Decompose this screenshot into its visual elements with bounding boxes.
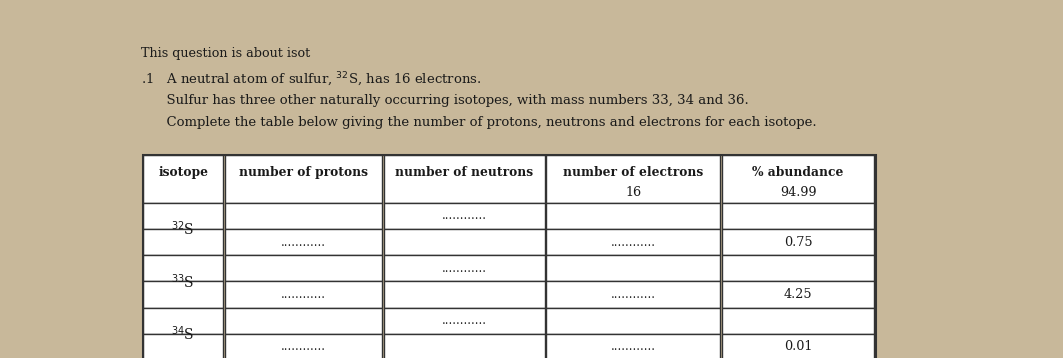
Bar: [722, 203, 874, 229]
Text: ............: ............: [442, 262, 487, 275]
Bar: [546, 155, 721, 203]
Text: ............: ............: [611, 236, 656, 248]
Text: isotope: isotope: [158, 166, 208, 179]
Bar: [384, 308, 545, 334]
Text: ............: ............: [282, 340, 326, 353]
Bar: [225, 229, 383, 255]
Bar: [142, 334, 223, 358]
Text: ............: ............: [442, 209, 487, 222]
Text: .1   A neutral atom of sulfur, $^{32}$S, has 16 electrons.: .1 A neutral atom of sulfur, $^{32}$S, h…: [141, 71, 482, 88]
Bar: [142, 155, 876, 358]
Text: 16: 16: [625, 186, 641, 199]
Bar: [546, 281, 721, 308]
Bar: [722, 155, 874, 203]
Bar: [142, 155, 223, 203]
Bar: [225, 255, 383, 281]
Bar: [142, 308, 223, 334]
Text: $^{33}$S: $^{33}$S: [171, 272, 195, 291]
Bar: [225, 155, 383, 203]
Bar: [722, 229, 874, 255]
Bar: [384, 281, 545, 308]
Text: 4.25: 4.25: [783, 288, 812, 301]
Text: 94.99: 94.99: [780, 186, 816, 199]
Bar: [546, 229, 721, 255]
Text: $^{34}$S: $^{34}$S: [171, 324, 195, 343]
Bar: [546, 255, 721, 281]
Bar: [722, 334, 874, 358]
Text: number of neutrons: number of neutrons: [395, 166, 534, 179]
Bar: [546, 308, 721, 334]
Text: 0.75: 0.75: [783, 236, 812, 248]
Text: number of electrons: number of electrons: [563, 166, 704, 179]
Bar: [225, 281, 383, 308]
Text: number of protons: number of protons: [239, 166, 368, 179]
Text: $^{32}$S: $^{32}$S: [171, 220, 195, 238]
Bar: [384, 255, 545, 281]
Bar: [722, 255, 874, 281]
Bar: [142, 281, 223, 308]
Text: ............: ............: [282, 236, 326, 248]
Text: This question is about isot: This question is about isot: [141, 47, 310, 60]
Bar: [142, 203, 223, 229]
Text: Complete the table below giving the number of protons, neutrons and electrons fo: Complete the table below giving the numb…: [141, 116, 816, 129]
Bar: [225, 203, 383, 229]
Bar: [384, 229, 545, 255]
Bar: [142, 255, 223, 281]
Bar: [225, 308, 383, 334]
Text: ............: ............: [611, 340, 656, 353]
Text: ............: ............: [282, 288, 326, 301]
Bar: [722, 281, 874, 308]
Text: Sulfur has three other naturally occurring isotopes, with mass numbers 33, 34 an: Sulfur has three other naturally occurri…: [141, 94, 748, 107]
Text: 0.01: 0.01: [783, 340, 812, 353]
Bar: [546, 334, 721, 358]
Bar: [384, 155, 545, 203]
Bar: [384, 334, 545, 358]
Bar: [142, 229, 223, 255]
Bar: [722, 308, 874, 334]
Text: ............: ............: [611, 288, 656, 301]
Bar: [384, 203, 545, 229]
Bar: [546, 203, 721, 229]
Bar: [225, 334, 383, 358]
Text: % abundance: % abundance: [753, 166, 844, 179]
Text: ............: ............: [442, 314, 487, 327]
